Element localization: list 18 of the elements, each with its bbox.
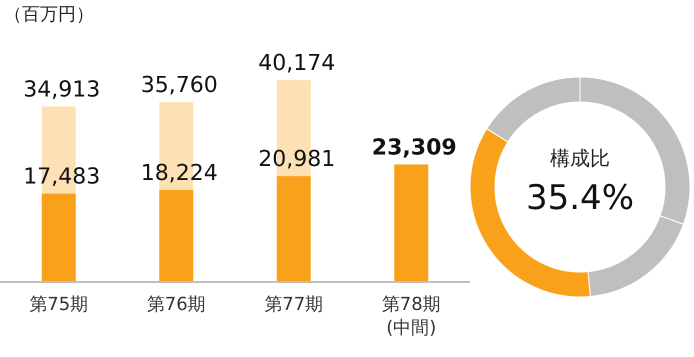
total-label: 34,913 <box>23 77 100 102</box>
data-label: 23,309 <box>372 135 457 160</box>
x-tick-label: 第77期 <box>264 294 324 315</box>
data-label: 18,224 <box>140 160 218 186</box>
x-tick-label: 第75期 <box>29 294 88 315</box>
text: 構成比 <box>550 146 610 170</box>
x-tick-label: 第76期 <box>146 294 206 315</box>
data-label: 17,483 <box>23 164 100 190</box>
x-tick-label: 第78期 (中間) <box>382 294 441 338</box>
data-label: 35.4% <box>526 178 634 218</box>
y-axis-title: （百万円） <box>4 4 94 25</box>
bar <box>276 176 311 281</box>
bar <box>42 194 76 281</box>
bar <box>394 164 428 281</box>
total-label: 40,174 <box>258 51 336 76</box>
total-label: 35,760 <box>140 73 218 98</box>
bar <box>159 190 194 281</box>
data-label: 20,981 <box>258 147 336 172</box>
